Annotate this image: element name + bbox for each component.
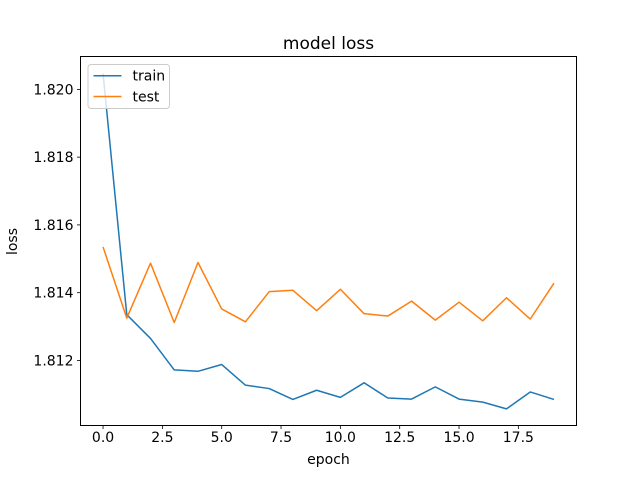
legend: train test [87,64,170,109]
y-tick-label: 1.814 [33,286,73,302]
plot-border [80,56,577,426]
y-tick-label: 1.816 [33,218,73,234]
chart-title: model loss [283,34,374,54]
x-tick-label: 2.5 [151,430,173,446]
legend-train-label: train [133,69,166,85]
y-axis-label: loss [5,228,21,255]
y-tick-label: 1.820 [33,82,73,98]
legend-test-label: test [133,89,160,105]
x-tick-label: 10.0 [325,430,356,446]
x-axis-ticks: 0.0 2.5 5.0 7.5 10.0 12.5 15.0 17.5 [92,425,534,446]
x-tick-label: 7.5 [270,430,292,446]
line-train [102,73,555,410]
x-axis-label: epoch [307,452,350,468]
x-tick-label: 0.0 [92,430,114,446]
x-tick-label: 15.0 [443,430,474,446]
y-tick-label: 1.812 [33,353,73,369]
x-tick-label: 12.5 [384,430,415,446]
data-series [102,73,555,410]
y-axis-ticks: 1.812 1.814 1.816 1.818 1.820 [33,82,81,369]
x-tick-label: 17.5 [503,430,534,446]
y-tick-label: 1.818 [33,150,73,166]
x-tick-label: 5.0 [211,430,233,446]
line-test [102,246,555,324]
